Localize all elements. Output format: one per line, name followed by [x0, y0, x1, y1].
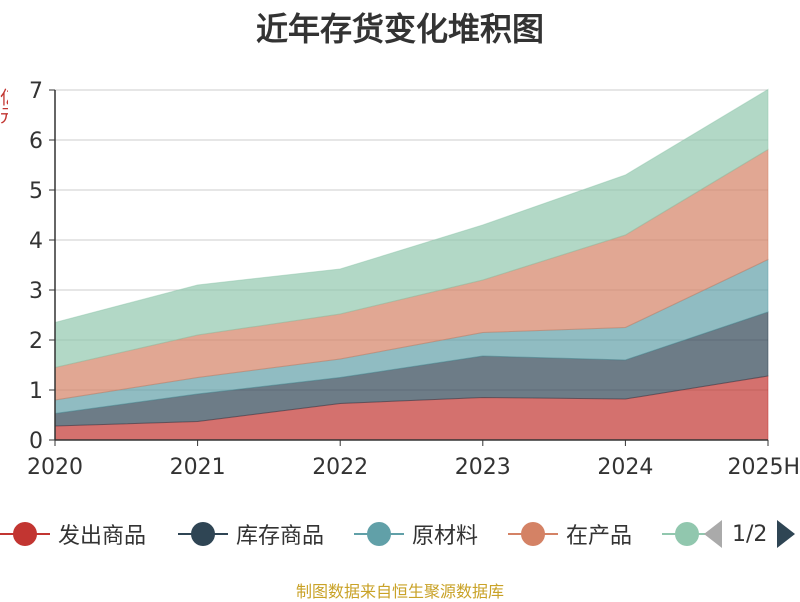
legend-item[interactable]: 库存商品	[178, 514, 324, 554]
x-tick-label: 2020	[27, 455, 83, 480]
stacked-area-chart: 0 1 2 3 4 5 6 7 2020 2021 2022 2023 2024 2025H	[27, 79, 800, 480]
legend-pager: 1/2	[700, 514, 800, 554]
legend-label: 原材料	[412, 524, 479, 549]
legend-item[interactable]: 原材料	[354, 514, 478, 554]
axes	[54, 90, 768, 441]
x-tick-label: 2023	[455, 455, 511, 480]
legend-label: 在产品	[566, 524, 633, 549]
x-tick-label: 2022	[312, 455, 368, 480]
y-tick-label: 5	[29, 179, 43, 204]
x-tick-label: 2025H	[727, 455, 800, 480]
y-tick-labels: 0 1 2 3 4 5 6 7	[29, 79, 55, 454]
y-tick-label: 7	[29, 79, 43, 104]
legend-marker-icon	[178, 514, 228, 554]
data-source-note: 制图数据来自恒生聚源数据库	[295, 582, 504, 601]
prev-page-icon[interactable]	[704, 520, 722, 548]
legend-marker-icon	[508, 514, 558, 554]
legend-item[interactable]: 发出商品	[0, 514, 146, 554]
area-series-5	[54, 88, 769, 369]
x-tick-label: 2021	[170, 455, 226, 480]
legend-item[interactable]	[662, 514, 712, 554]
area-series	[54, 88, 769, 441]
y-tick-label: 4	[29, 229, 43, 254]
y-tick-label: 3	[29, 279, 43, 304]
y-axis-label: 亿元	[0, 88, 8, 124]
legend-label: 库存商品	[236, 524, 325, 549]
x-tick-labels: 2020 2021 2022 2023 2024 2025H	[27, 440, 800, 480]
y-tick-label: 6	[29, 129, 43, 154]
chart-title: 近年存货变化堆积图	[255, 10, 544, 48]
legend-marker-icon	[354, 514, 404, 554]
legend-page-indicator: 1/2	[732, 521, 768, 547]
next-page-icon[interactable]	[777, 520, 796, 548]
legend-marker-icon	[0, 514, 50, 554]
y-tick-label: 2	[29, 329, 43, 354]
legend-label: 发出商品	[58, 524, 147, 549]
legend-marker-icon	[662, 514, 712, 554]
y-tick-label: 1	[29, 379, 43, 404]
x-tick-label: 2024	[597, 455, 653, 480]
legend-item[interactable]: 在产品	[508, 514, 632, 554]
y-tick-label: 0	[29, 429, 43, 454]
legend: 发出商品 库存商品 原材料 在产品	[0, 514, 800, 554]
